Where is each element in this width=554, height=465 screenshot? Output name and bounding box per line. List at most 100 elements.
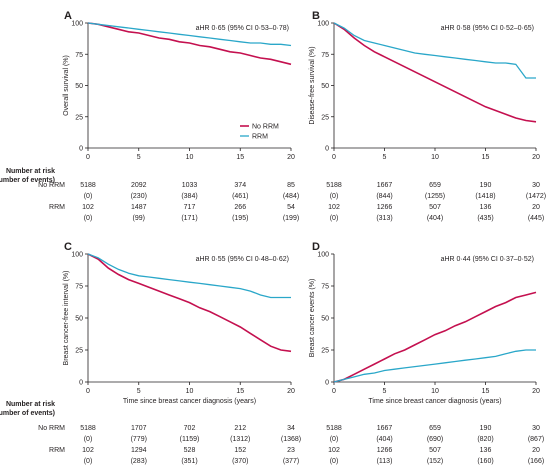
series-line-D-no-rrm [333,291,537,383]
risk-no-rrm-events-A: (384) [181,193,197,200]
risk-rrm-at-risk-A: 102 [82,204,94,211]
risk-no-rrm-at-risk-A: 2092 [131,182,147,189]
risk-no-rrm-at-risk-D: 5188 [326,425,342,432]
hr-annotation-B: aHR 0·58 (95% CI 0·52–0·65) [441,25,534,32]
risk-rrm-at-risk-B: 1266 [377,204,393,211]
risk-no-rrm-at-risk-B: 659 [429,182,441,189]
risk-no-rrm-events-A: (230) [131,193,147,200]
row-label-no-rrm: No RRM [38,425,65,432]
y-tick-label-B: 50 [321,83,329,90]
risk-no-rrm-at-risk-A: 1033 [182,182,198,189]
y-tick-label-D: 25 [321,348,329,355]
risk-rrm-at-risk-D: 102 [328,447,340,454]
risk-rrm-events-C: (370) [232,458,248,465]
risk-rrm-at-risk-C: 152 [234,447,246,454]
risk-rrm-events-D: (166) [528,458,544,465]
risk-no-rrm-at-risk-D: 1667 [377,425,393,432]
risk-rrm-events-C: (0) [84,458,93,465]
risk-no-rrm-events-D: (867) [528,436,544,443]
y-tick-label-C: 0 [79,380,83,387]
y-tick-label-A: 25 [75,114,83,121]
series-line-C-rrm [87,253,291,299]
y-axis-label-D: Breast cancer events (%) [309,279,316,358]
risk-no-rrm-events-C: (779) [131,436,147,443]
risk-rrm-at-risk-B: 20 [532,204,540,211]
hr-annotation-C: aHR 0·55 (95% CI 0·48–0·62) [196,256,289,263]
series-line-B-rrm [333,22,536,79]
risk-no-rrm-events-B: (1255) [425,193,445,200]
y-axis-label-A: Overall survival (%) [63,55,70,116]
risk-rrm-at-risk-C: 1294 [131,447,147,454]
panel-letter-A: A [64,10,72,22]
x-axis-label-D: Time since breast cancer diagnosis (year… [368,398,501,405]
risk-rrm-events-D: (160) [477,458,493,465]
number-events-label: (number of events) [0,177,55,184]
risk-rrm-events-B: (0) [330,215,339,222]
series-line-B-no-rrm [333,22,537,123]
x-tick-label-A: 20 [287,154,295,161]
y-tick-label-A: 75 [75,52,83,59]
risk-rrm-at-risk-D: 136 [480,447,492,454]
risk-no-rrm-events-D: (0) [330,436,339,443]
risk-rrm-events-D: (113) [377,458,393,465]
x-tick-label-D: 5 [383,388,387,395]
risk-rrm-events-B: (313) [376,215,392,222]
risk-rrm-at-risk-D: 507 [429,447,441,454]
risk-rrm-at-risk-C: 528 [184,447,196,454]
risk-no-rrm-at-risk-C: 5188 [80,425,96,432]
risk-rrm-at-risk-B: 507 [429,204,441,211]
y-tick-label-C: 25 [75,348,83,355]
x-tick-label-B: 10 [431,154,439,161]
risk-no-rrm-at-risk-B: 190 [480,182,492,189]
x-tick-label-B: 15 [482,154,490,161]
risk-no-rrm-events-D: (690) [427,436,443,443]
y-tick-label-B: 100 [317,21,329,28]
risk-rrm-events-B: (404) [427,215,443,222]
risk-rrm-at-risk-A: 266 [234,204,246,211]
x-tick-label-C: 0 [86,388,90,395]
series-line-A-no-rrm [87,22,292,66]
x-tick-label-D: 15 [482,388,490,395]
risk-rrm-at-risk-A: 1487 [131,204,147,211]
hr-annotation-A: aHR 0·65 (95% CI 0·53–0·78) [196,25,289,32]
risk-rrm-at-risk-A: 54 [287,204,295,211]
risk-rrm-events-D: (0) [330,458,339,465]
risk-no-rrm-at-risk-D: 30 [532,425,540,432]
risk-rrm-events-D: (152) [427,458,443,465]
risk-rrm-at-risk-B: 102 [328,204,340,211]
y-tick-label-A: 0 [79,146,83,153]
x-tick-label-A: 15 [236,154,244,161]
risk-rrm-events-B: (435) [477,215,493,222]
series-line-C-no-rrm [87,253,292,353]
risk-no-rrm-events-B: (0) [330,193,339,200]
risk-rrm-events-A: (171) [181,215,197,222]
y-tick-label-C: 50 [75,316,83,323]
row-label-no-rrm: No RRM [38,182,65,189]
hr-annotation-D: aHR 0·44 (95% CI 0·37–0·52) [441,256,534,263]
risk-rrm-events-C: (377) [283,458,299,465]
row-label-rrm: RRM [49,447,65,454]
risk-rrm-at-risk-D: 20 [532,447,540,454]
x-axis-label-C: Time since breast cancer diagnosis (year… [123,398,256,405]
risk-no-rrm-events-B: (1418) [475,193,495,200]
x-tick-label-B: 20 [532,154,540,161]
x-tick-label-D: 20 [532,388,540,395]
y-axis-label-B: Disease-free survival (%) [309,46,316,124]
risk-rrm-at-risk-D: 1266 [377,447,393,454]
panel-letter-B: B [312,10,320,22]
risk-no-rrm-at-risk-B: 30 [532,182,540,189]
risk-no-rrm-at-risk-C: 702 [184,425,196,432]
y-tick-label-A: 50 [75,83,83,90]
legend-label-no-rrm: No RRM [252,124,279,131]
risk-rrm-events-A: (195) [232,215,248,222]
y-tick-label-A: 100 [71,21,83,28]
series-line-A-rrm [87,22,292,47]
risk-no-rrm-at-risk-A: 374 [234,182,246,189]
risk-no-rrm-at-risk-C: 212 [234,425,246,432]
x-tick-label-B: 0 [332,154,336,161]
risk-no-rrm-events-B: (844) [376,193,392,200]
y-tick-label-D: 100 [317,252,329,259]
risk-no-rrm-at-risk-D: 659 [429,425,441,432]
risk-rrm-at-risk-C: 102 [82,447,94,454]
risk-no-rrm-at-risk-A: 5188 [80,182,96,189]
